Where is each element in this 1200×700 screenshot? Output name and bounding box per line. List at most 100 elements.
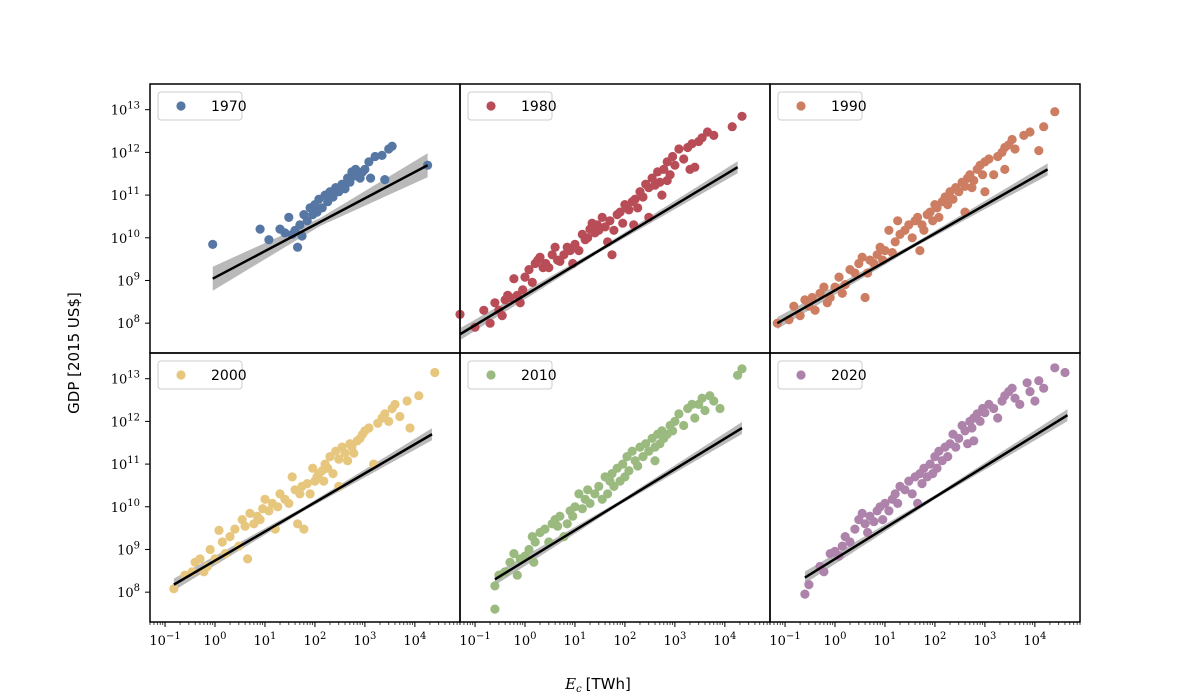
data-point bbox=[967, 183, 977, 193]
x-tick-label-exponent: 3 bbox=[990, 631, 996, 642]
data-point bbox=[317, 203, 327, 213]
scatter-series-1980 bbox=[455, 111, 747, 332]
y-tick-label-exponent: 10 bbox=[127, 498, 140, 509]
x-axis: 10−1 100 101 102 103 104 bbox=[149, 622, 461, 649]
data-point bbox=[414, 391, 424, 401]
data-point bbox=[328, 469, 338, 479]
data-point bbox=[370, 151, 380, 162]
data-point bbox=[260, 494, 270, 504]
data-point bbox=[850, 524, 860, 534]
data-point bbox=[577, 504, 587, 514]
data-point bbox=[819, 282, 829, 292]
data-point bbox=[1039, 383, 1049, 393]
data-point bbox=[349, 448, 359, 458]
data-point bbox=[647, 173, 657, 183]
data-point bbox=[603, 489, 613, 499]
data-point bbox=[280, 228, 290, 238]
x-tick-label-base: 10 bbox=[403, 634, 420, 649]
data-point bbox=[479, 305, 489, 315]
data-point bbox=[524, 265, 534, 275]
data-point bbox=[328, 192, 338, 202]
data-point bbox=[700, 405, 710, 416]
legend-box bbox=[157, 360, 243, 390]
x-tick-label-base: 10 bbox=[613, 634, 630, 649]
y-tick-label: 1010 bbox=[111, 229, 140, 247]
data-point bbox=[975, 416, 985, 426]
legend-label: 2020 bbox=[831, 368, 867, 384]
data-point bbox=[679, 154, 689, 164]
data-point bbox=[627, 446, 637, 456]
data-point bbox=[967, 423, 977, 433]
x-tick-label-exponent: 0 bbox=[220, 631, 226, 642]
x-tick-label-base: 10 bbox=[204, 634, 221, 649]
data-point bbox=[670, 160, 680, 170]
y-tick-label: 1013 bbox=[111, 370, 140, 388]
data-point bbox=[630, 194, 640, 204]
data-point bbox=[366, 173, 376, 183]
x-tick-label: 101 bbox=[254, 631, 277, 649]
data-point bbox=[217, 537, 227, 547]
data-point bbox=[850, 268, 860, 278]
data-point bbox=[225, 532, 235, 542]
data-point bbox=[594, 481, 604, 491]
legend-marker bbox=[486, 370, 496, 380]
data-point bbox=[978, 170, 988, 180]
data-point bbox=[535, 252, 545, 262]
data-point bbox=[880, 498, 890, 508]
data-point bbox=[497, 311, 507, 321]
data-point bbox=[1010, 144, 1020, 154]
x-tick-label: 104 bbox=[403, 631, 426, 649]
x-tick-label-exponent: 0 bbox=[530, 631, 536, 642]
data-point bbox=[863, 527, 873, 538]
y-tick-label-base: 10 bbox=[111, 146, 128, 161]
x-tick-label: 10−1 bbox=[149, 631, 180, 649]
x-tick-label-exponent: 3 bbox=[370, 631, 376, 642]
data-point bbox=[1015, 399, 1025, 409]
data-point bbox=[860, 292, 870, 303]
y-tick-label: 1011 bbox=[111, 186, 140, 204]
data-point bbox=[169, 584, 179, 594]
data-point bbox=[295, 489, 305, 499]
legend-marker bbox=[486, 101, 496, 111]
x-tick-label: 100 bbox=[514, 631, 537, 649]
data-point bbox=[387, 141, 397, 151]
data-point bbox=[255, 515, 265, 525]
data-point bbox=[943, 452, 953, 462]
data-point bbox=[919, 225, 929, 235]
data-point bbox=[1007, 383, 1017, 393]
x-tick-label-base: 10 bbox=[303, 634, 320, 649]
legend-marker bbox=[176, 101, 186, 111]
legend: 1970 bbox=[157, 91, 247, 121]
data-point bbox=[925, 459, 935, 469]
x-tick-label-exponent: 1 bbox=[270, 631, 276, 642]
y-tick-label-base: 10 bbox=[111, 189, 128, 204]
x-tick-label-exponent: 4 bbox=[1040, 631, 1046, 642]
data-point bbox=[302, 216, 312, 226]
data-point bbox=[819, 567, 829, 577]
x-tick-label-exponent: 2 bbox=[630, 631, 636, 642]
data-point bbox=[638, 192, 648, 202]
data-point bbox=[243, 554, 253, 564]
y-tick-label-base: 10 bbox=[117, 274, 134, 289]
data-point bbox=[984, 154, 994, 164]
y-tick-label-exponent: 11 bbox=[127, 455, 140, 466]
data-point bbox=[893, 498, 903, 508]
data-point bbox=[800, 589, 810, 599]
x-tick-label: 100 bbox=[204, 631, 227, 649]
x-axis-subscript: c bbox=[576, 684, 582, 695]
data-point bbox=[512, 570, 522, 580]
y-tick-label: 1011 bbox=[111, 455, 140, 473]
data-point bbox=[804, 580, 814, 590]
data-point bbox=[609, 225, 619, 235]
x-tick-label-exponent: −1 bbox=[786, 631, 801, 642]
data-point bbox=[287, 472, 297, 482]
data-point bbox=[670, 416, 680, 426]
data-point bbox=[583, 233, 593, 243]
data-point bbox=[857, 508, 867, 518]
data-point bbox=[679, 420, 689, 431]
x-tick-label-base: 10 bbox=[514, 634, 531, 649]
x-tick-label-base: 10 bbox=[1023, 634, 1040, 649]
data-point bbox=[380, 409, 390, 419]
